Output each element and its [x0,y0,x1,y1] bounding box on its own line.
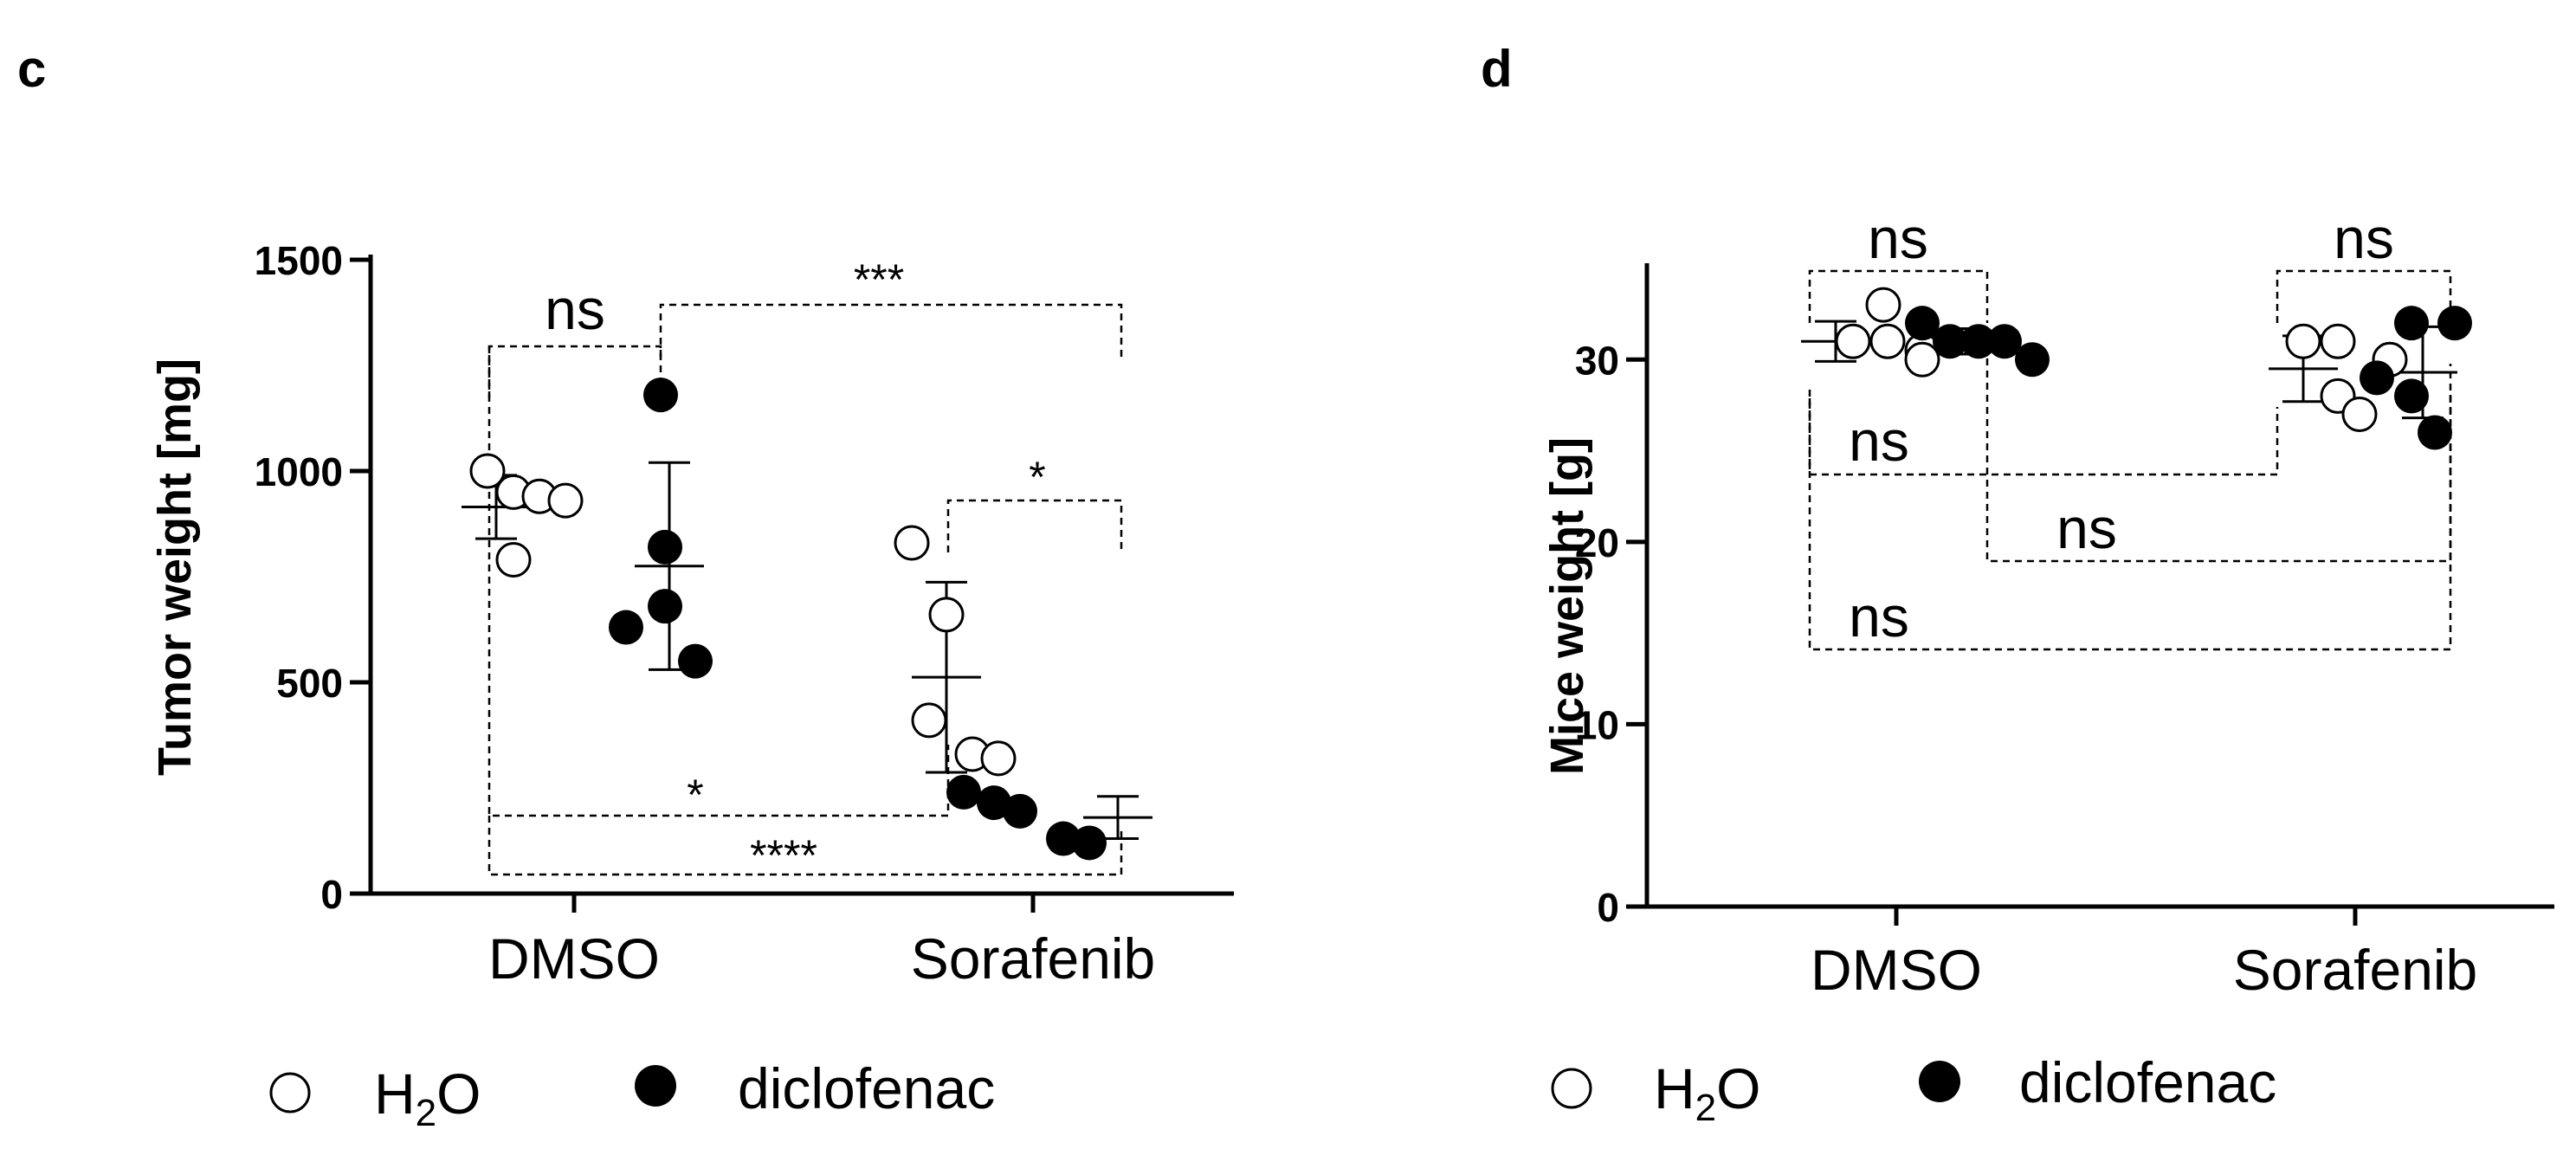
chart-panel-d: d Mice weight [g] 0 10 20 30 ns ns ns ns ns DMS… [1481,40,2554,1129]
significance-label-d: ns [1849,584,1909,649]
panel-label-c: c [17,40,46,98]
panel-label-d: d [1481,40,1513,98]
data-point-c [1003,793,1037,829]
data-point-c [894,525,930,561]
x-tick-label-d: Sorafenib [2233,938,2478,1002]
significance-bracket-d [2276,269,2452,323]
data-point-d [2341,396,2378,432]
y-tick-label-c: 0 [320,872,343,917]
significance-brackets-d: ns ns ns ns ns [1808,206,2452,651]
legend-diclofenac-marker-c [635,1065,676,1107]
data-points-d [1835,287,2472,450]
legend-c: H2O diclofenac [269,1056,995,1134]
data-point-c [609,610,643,645]
significance-label-c: * [687,771,703,819]
legend-d: H2O diclofenac [1551,1050,2276,1129]
x-tick-label-c: Sorafenib [911,926,1156,991]
y-tick-label-d: 10 [1575,702,1619,747]
significance-bracket-c [659,303,1123,357]
significance-bracket-c [487,816,1123,876]
data-point-d [2394,306,2429,341]
x-tick-label-d: DMSO [1811,938,1982,1002]
data-point-d [1905,306,1940,341]
data-point-d [1904,341,1940,378]
x-ticks-d: DMSO Sorafenib [1811,938,2477,1002]
data-point-d [2015,342,2050,378]
axes-d [1626,263,2554,926]
significance-bracket-c [487,346,950,817]
y-tick-label-d: 20 [1575,520,1619,565]
significance-label-d: ns [2056,496,2117,560]
data-point-c [547,482,584,519]
significance-bracket-c [487,345,662,398]
data-point-c [946,774,981,810]
data-point-c [980,740,1017,777]
x-ticks-c: DMSO Sorafenib [488,926,1155,991]
data-point-c [648,529,682,565]
data-point-c [1046,821,1081,856]
data-point-d [2418,415,2452,450]
data-point-c [1072,825,1107,861]
data-point-d [2320,323,2356,359]
y-axis-label-d: Mice weight [g] [1541,437,1593,775]
y-tick-label-d: 0 [1597,885,1619,930]
data-point-c [643,378,678,413]
significance-label-c: **** [750,831,817,880]
axes-c [350,255,1234,913]
legend-h2o-label-d: H2O [1654,1056,1761,1129]
data-point-c [495,541,532,578]
x-tick-label-c: DMSO [488,926,660,991]
data-point-c [911,702,947,739]
significance-bracket-c [946,499,1123,552]
y-tick-label-d: 30 [1575,338,1619,383]
significance-label-c: * [1029,453,1045,501]
error-bars-c [462,461,1152,841]
legend-diclofenac-label-d: diclofenac [2019,1050,2276,1114]
y-ticks-c: 0 500 1000 1500 [255,238,343,917]
y-axis-label-c: Tumor weight [mg] [149,358,201,776]
y-tick-label-c: 1500 [255,238,343,283]
data-point-c [928,597,965,633]
data-point-d [1865,287,1901,323]
legend-h2o-marker-d [1551,1068,1592,1109]
data-point-d [1987,324,2022,359]
significance-label-d: ns [1849,409,1909,473]
data-point-c [678,643,713,679]
significance-bracket-d [1808,269,1989,323]
significance-brackets-c: ns ********* [487,255,1123,880]
legend-h2o-label-c: H2O [374,1062,481,1134]
legend-diclofenac-label-c: diclofenac [738,1056,995,1120]
significance-label-d: ns [2334,206,2394,270]
data-point-d [2285,323,2321,359]
data-point-c [648,589,682,624]
data-point-d [1961,324,1996,359]
data-point-d [1933,324,1967,359]
significance-label-d: ns [1868,206,1928,270]
significance-bracket-d [1808,390,2452,651]
data-point-d [2437,306,2472,341]
data-point-c [469,453,506,489]
significance-label-c: ns [545,277,605,341]
data-point-d [1835,323,1871,359]
data-point-d [2394,378,2429,414]
significance-label-c: *** [854,255,904,304]
y-tick-label-c: 1000 [255,449,343,494]
y-tick-label-c: 500 [276,661,343,706]
significance-bracket-d [1808,390,2279,476]
data-point-c [977,785,1011,821]
legend-h2o-marker-c [269,1072,311,1114]
legend-diclofenac-marker-d [1919,1061,1960,1102]
data-point-d [2360,360,2394,396]
data-points-c [469,378,1107,861]
data-point-d [1869,323,1906,359]
y-ticks-d: 0 10 20 30 [1575,338,1619,930]
